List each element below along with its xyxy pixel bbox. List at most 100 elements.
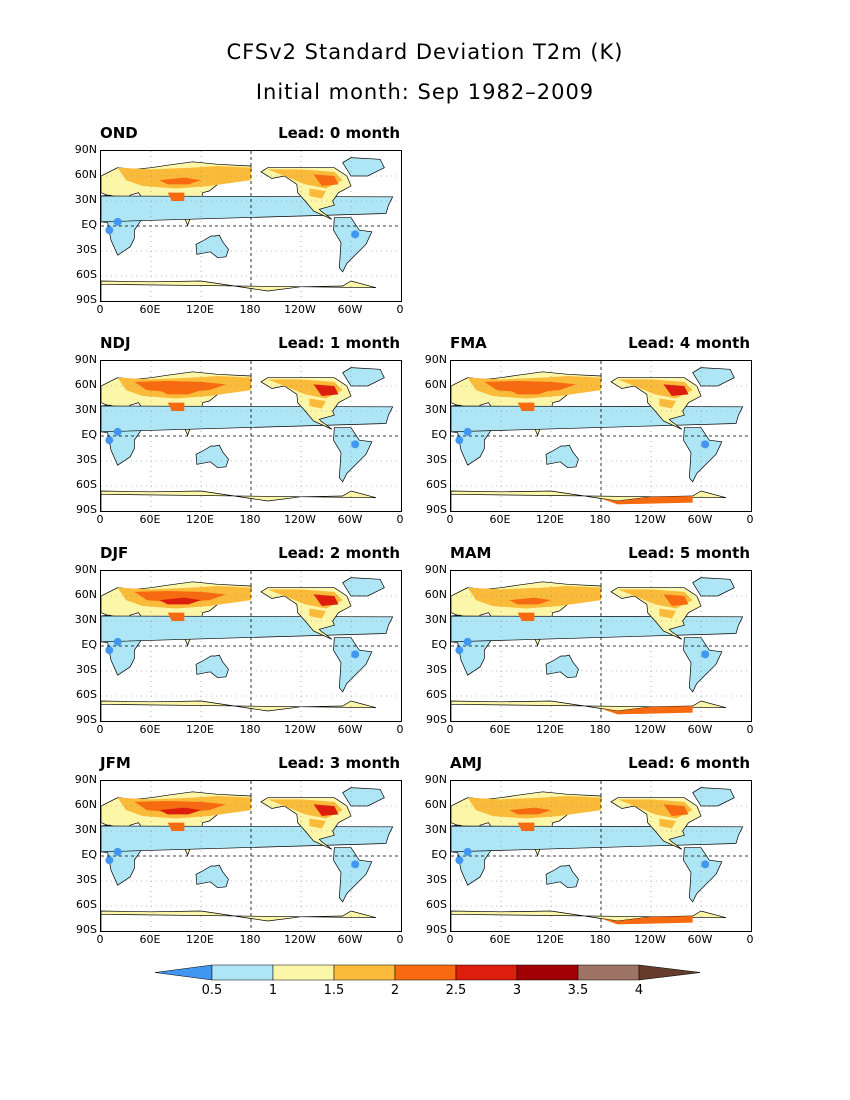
lat-tick-label: 90N (74, 353, 97, 366)
lat-tick-label: 60S (76, 688, 97, 701)
colorbar-tick-label: 3 (512, 983, 522, 998)
lon-tick-label: 120E (536, 933, 564, 946)
colorbar-tick-label: 0.5 (201, 983, 223, 998)
anomaly-region (601, 916, 693, 925)
map-panel-fma: FMA Lead: 4 month 90N 60N 30N EQ 30S 60S 90S 0 60E… (425, 334, 770, 526)
anomaly-region (455, 436, 464, 445)
lon-tick-label: 60E (489, 513, 511, 526)
landmass-australia (195, 234, 229, 259)
lon-tick-label: 0 (396, 723, 404, 736)
anomaly-region (134, 171, 226, 183)
landmass-antarctica (101, 280, 377, 301)
anomaly-region (701, 440, 710, 449)
panel-season-label: DJF (100, 544, 129, 562)
lon-tick-label: 120E (186, 513, 214, 526)
colorbar-tick-label: 3.5 (567, 983, 589, 998)
panel-lead-label: Lead: 6 month (628, 754, 750, 772)
anomaly-region (309, 818, 326, 829)
lon-tick-label: 180 (589, 933, 611, 946)
lon-tick-label: 120E (536, 723, 564, 736)
colorbar-upper-arrow (638, 964, 700, 981)
landmass-samerica (333, 217, 373, 273)
landmass-greenland (342, 367, 385, 387)
colorbar-lower-arrow (155, 964, 213, 981)
landmass-greenland (692, 577, 735, 597)
lat-tick-label: 60S (426, 688, 447, 701)
anomaly-region (517, 822, 535, 831)
lat-tick-label: 90S (76, 293, 97, 306)
anomaly-region (309, 608, 326, 619)
lat-tick-label: 30N (74, 403, 97, 416)
lat-tick-label: 30N (74, 823, 97, 836)
lat-tick-label: 30S (76, 243, 97, 256)
lat-tick-label: 30N (424, 823, 447, 836)
lon-tick-label: 0 (396, 933, 404, 946)
landmass-antarctica (451, 910, 727, 931)
anomaly-region (167, 402, 185, 411)
colorbar-segment (455, 964, 518, 981)
lon-tick-label: 180 (589, 723, 611, 736)
map-canvas (101, 151, 401, 301)
anomaly-region (134, 591, 226, 603)
lon-tick-label: 60E (139, 723, 161, 736)
lat-tick-label: EQ (81, 848, 97, 861)
lat-tick-label: 30S (76, 453, 97, 466)
lat-tick-label: 90N (424, 353, 447, 366)
lat-tick-label: 60N (74, 168, 97, 181)
lon-tick-label: 60E (139, 933, 161, 946)
anomaly-region (167, 192, 185, 201)
anomaly-region (309, 398, 326, 409)
lat-tick-label: 90N (74, 143, 97, 156)
anomaly-region (167, 822, 185, 831)
standard-deviation-map (450, 360, 752, 512)
lat-tick-label: 60N (74, 378, 97, 391)
landmass-antarctica (451, 490, 727, 511)
lon-tick-label: 60W (337, 513, 363, 526)
lon-tick-label: 0 (96, 513, 104, 526)
lon-tick-label: 120E (536, 513, 564, 526)
panel-lead-label: Lead: 1 month (278, 334, 400, 352)
colorbar-tick-label: 1 (268, 983, 278, 998)
anomaly-region (463, 847, 472, 856)
lon-tick-label: 120W (634, 513, 666, 526)
anomaly-region (455, 856, 464, 865)
anomaly-region (659, 608, 676, 619)
map-canvas (451, 781, 751, 931)
anomaly-region (113, 217, 122, 226)
lon-tick-label: 0 (396, 303, 404, 316)
page-title: CFSv2 Standard Deviation T2m (K) (226, 40, 624, 64)
landmass-greenland (342, 577, 385, 597)
lon-tick-label: 0 (96, 933, 104, 946)
colorbar-segment (394, 964, 457, 981)
lat-tick-label: 30N (74, 193, 97, 206)
anomaly-region (113, 427, 122, 436)
lon-tick-label: 180 (589, 513, 611, 526)
landmass-samerica (333, 637, 373, 693)
lat-tick-label: 90N (424, 773, 447, 786)
lon-tick-label: 0 (746, 933, 754, 946)
landmass-antarctica (451, 700, 727, 721)
lat-tick-label: EQ (431, 638, 447, 651)
lon-tick-label: 60W (687, 723, 713, 736)
lon-tick-label: 60E (139, 513, 161, 526)
landmass-greenland (692, 367, 735, 387)
lat-tick-label: 60S (76, 478, 97, 491)
lon-tick-label: 180 (239, 303, 261, 316)
lon-tick-label: 120W (284, 303, 316, 316)
lat-tick-label: 60N (424, 588, 447, 601)
lon-tick-label: 0 (746, 513, 754, 526)
anomaly-region (659, 818, 676, 829)
landmass-antarctica (101, 490, 377, 511)
anomaly-region (159, 387, 201, 395)
lat-tick-label: 60N (424, 798, 447, 811)
page-subtitle: Initial month: Sep 1982–2009 (255, 80, 595, 104)
lat-tick-label: 30S (76, 873, 97, 886)
anomaly-region (484, 381, 576, 393)
lat-tick-label: 30N (424, 613, 447, 626)
lon-tick-label: 60W (337, 933, 363, 946)
anomaly-region (167, 612, 185, 621)
colorbar-tick-label: 4 (634, 983, 644, 998)
anomaly-region (463, 427, 472, 436)
anomaly-region (509, 387, 551, 395)
anomaly-region (159, 597, 201, 605)
